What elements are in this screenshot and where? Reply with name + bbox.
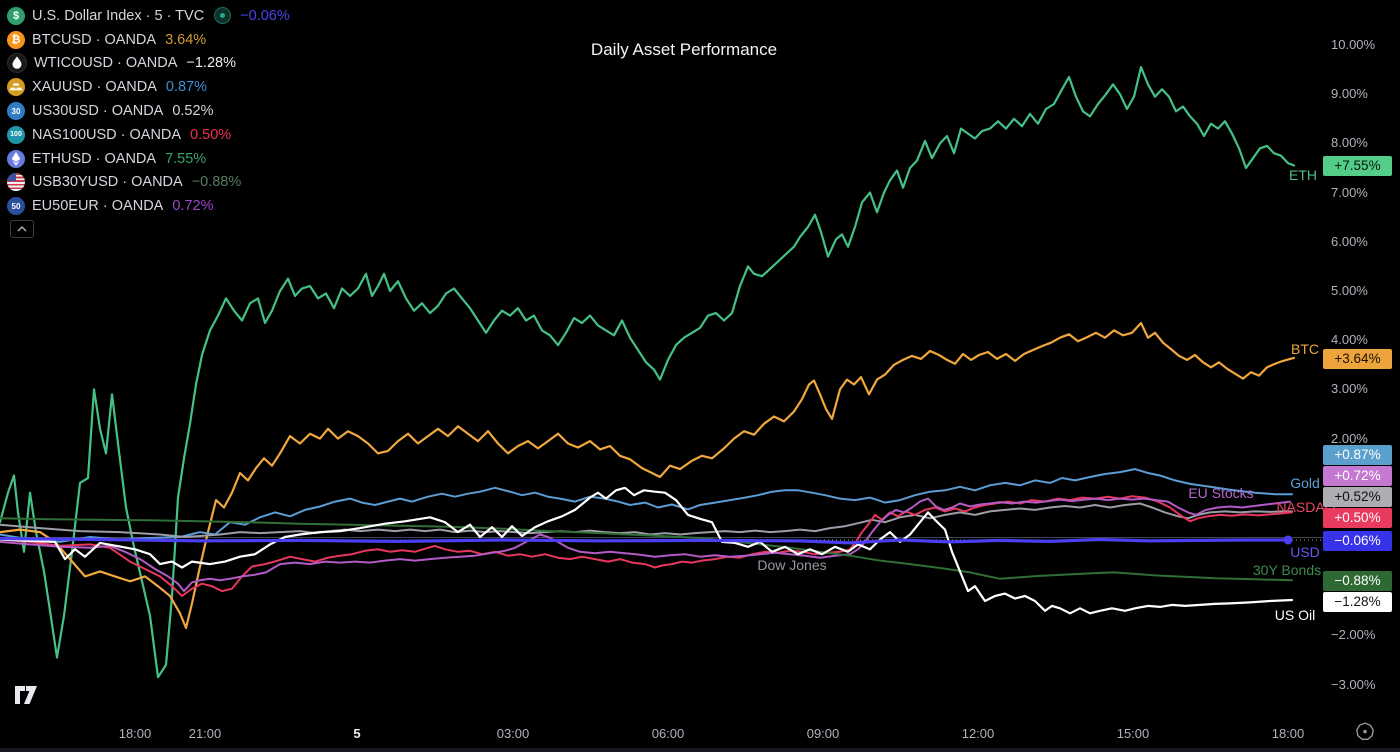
legend-symbol-name: ETHUSD · OANDA xyxy=(32,150,157,167)
series-label-btc: BTC xyxy=(1291,341,1319,357)
price-badge: +0.50% xyxy=(1323,508,1392,528)
price-badge: +0.72% xyxy=(1323,466,1392,486)
legend-row-ethusd[interactable]: ETHUSD · OANDA 7.55% xyxy=(7,147,290,171)
price-axis-label: 3.00% xyxy=(1331,381,1368,397)
series-line-us-oil xyxy=(0,486,1294,615)
price-axis-label: −2.00% xyxy=(1331,627,1376,643)
market-status-icon xyxy=(214,7,232,25)
series-line-gold xyxy=(0,468,1293,543)
legend-row-usb30yusd[interactable]: USB30YUSD · OANDA −0.88% xyxy=(7,171,290,195)
series-label-eth: ETH xyxy=(1289,167,1317,183)
chevron-up-icon xyxy=(17,226,27,232)
legend-change-value: 3.64% xyxy=(165,31,207,48)
symbol-legend: $ U.S. Dollar Index · 5 · TVC −0.06% ₿ BTCUS… xyxy=(7,4,290,218)
price-axis-label: 10.00% xyxy=(1331,37,1376,52)
time-axis-label: 12:00 xyxy=(961,726,995,741)
legend-row-nas100usd[interactable]: 100 NAS100USD · OANDA 0.50% xyxy=(7,123,290,147)
us-flag-icon xyxy=(7,173,25,192)
price-badge: +7.55% xyxy=(1323,156,1392,176)
series-label-nasdaq: NASDAQ xyxy=(1276,499,1336,515)
price-badge: +0.87% xyxy=(1323,445,1392,465)
time-axis-label: 06:00 xyxy=(651,726,685,741)
chart-title: Daily Asset Performance xyxy=(590,40,778,59)
legend-row-usd-index[interactable]: $ U.S. Dollar Index · 5 · TVC −0.06% xyxy=(7,4,290,28)
price-axis-label: 4.00% xyxy=(1331,332,1368,348)
legend-symbol-name: US30USD · OANDA xyxy=(32,103,164,120)
price-axis-label: 5.00% xyxy=(1331,283,1368,298)
tradingview-logo[interactable] xyxy=(15,686,37,709)
legend-row-us30usd[interactable]: 30 US30USD · OANDA 0.52% xyxy=(7,99,290,123)
legend-symbol-name: U.S. Dollar Index · 5 · TVC xyxy=(32,7,205,24)
time-axis-label: 18:00 xyxy=(118,726,152,741)
legend-change-value: −0.06% xyxy=(240,7,290,24)
time-axis-label: 5 xyxy=(353,726,361,741)
series-line-eu-stocks xyxy=(0,497,1291,593)
price-badge: +0.52% xyxy=(1323,487,1392,507)
series-label-eu-stocks: EU Stocks xyxy=(1188,485,1254,501)
price-axis-label: 9.00% xyxy=(1331,86,1368,102)
legend-change-value: 0.52% xyxy=(172,103,214,120)
legend-change-value: 7.55% xyxy=(165,150,207,167)
series-line-nasdaq xyxy=(0,495,1293,597)
legend-change-value: −1.28% xyxy=(186,55,236,72)
usd-last-price-dot xyxy=(1283,535,1293,545)
legend-symbol-name: XAUUSD · OANDA xyxy=(32,79,157,96)
series-label-gold: Gold xyxy=(1290,475,1320,491)
bottom-divider xyxy=(0,748,1400,752)
series-line-eth xyxy=(0,66,1296,679)
nasdaq-100-icon: 100 xyxy=(7,125,25,144)
time-axis-label: 15:00 xyxy=(1116,726,1150,741)
legend-symbol-name: EU50EUR · OANDA xyxy=(32,198,164,215)
axis-settings-button[interactable] xyxy=(1353,721,1377,745)
price-axis-label: 6.00% xyxy=(1331,233,1368,249)
legend-change-value: 0.87% xyxy=(165,79,208,96)
legend-row-eu50eur[interactable]: 50 EU50EUR · OANDA 0.72% xyxy=(7,194,290,218)
time-axis-label: 18:00 xyxy=(1271,726,1305,741)
legend-symbol-name: WTICOUSD · OANDA xyxy=(34,55,178,72)
legend-row-wticousd[interactable]: WTICOUSD · OANDA −1.28% xyxy=(7,52,290,76)
price-badge: −0.88% xyxy=(1323,571,1392,591)
euro-50-icon: 50 xyxy=(7,197,25,216)
price-axis-label: 8.00% xyxy=(1331,135,1368,151)
oil-drop-icon xyxy=(7,53,27,74)
legend-symbol-name: NAS100USD · OANDA xyxy=(32,126,182,143)
time-axis-label: 21:00 xyxy=(188,726,222,741)
legend-change-value: 0.50% xyxy=(190,126,232,143)
time-axis-label: 03:00 xyxy=(496,726,530,741)
legend-symbol-name: BTCUSD · OANDA xyxy=(32,31,157,48)
ethereum-icon xyxy=(7,149,25,168)
series-label-dow-jones: Dow Jones xyxy=(757,557,827,573)
legend-row-xauusd[interactable]: XAUUSD · OANDA 0.87% xyxy=(7,75,290,99)
dollar-index-icon: $ xyxy=(7,6,25,25)
gear-icon xyxy=(1356,722,1374,740)
price-badge: +3.64% xyxy=(1323,349,1392,369)
gold-bars-icon xyxy=(7,78,25,97)
price-badge: −0.06% xyxy=(1323,531,1392,551)
legend-row-btcusd[interactable]: ₿ BTCUSD · OANDA 3.64% xyxy=(7,28,290,52)
price-badge: −1.28% xyxy=(1323,592,1392,612)
series-line-btc xyxy=(0,321,1296,630)
legend-change-value: 0.72% xyxy=(172,198,214,215)
series-label-usd: USD xyxy=(1290,544,1320,560)
price-axis-label: 7.00% xyxy=(1331,184,1368,200)
dow-30-icon: 30 xyxy=(7,102,25,121)
series-line-30y-bonds xyxy=(0,517,1293,582)
time-axis-label: 09:00 xyxy=(806,726,840,741)
series-label-us-oil: US Oil xyxy=(1274,607,1316,623)
legend-change-value: −0.88% xyxy=(191,174,242,191)
bitcoin-icon: ₿ xyxy=(7,30,25,49)
series-line-usd xyxy=(0,536,1290,545)
legend-collapse-button[interactable] xyxy=(10,220,34,238)
price-axis-label: −3.00% xyxy=(1331,676,1376,692)
legend-symbol-name: USB30YUSD · OANDA xyxy=(32,174,183,191)
price-axis-label: 2.00% xyxy=(1331,430,1368,446)
series-label-30y-bonds: 30Y Bonds xyxy=(1252,562,1322,578)
